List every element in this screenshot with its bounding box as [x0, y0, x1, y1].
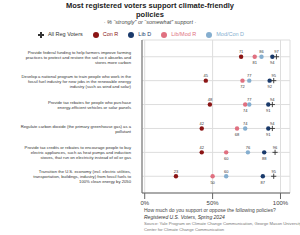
svg-text:23: 23	[174, 169, 179, 174]
html-text:Lib D: Lib D	[138, 31, 152, 37]
svg-text:Transition the U.S. economy (i: Transition the U.S. economy (incl. elect…	[33, 169, 131, 184]
svg-text:76: 76	[246, 145, 251, 150]
svg-text:77: 77	[247, 73, 252, 78]
svg-text:81: 81	[252, 60, 257, 65]
svg-text:87: 87	[261, 180, 266, 185]
svg-text:92: 92	[267, 84, 272, 89]
html-text:Mod/Con D: Mod/Con D	[216, 31, 245, 37]
svg-text:68: 68	[235, 132, 240, 137]
svg-text:0%: 0%	[140, 200, 149, 206]
svg-text:Regulate carbon dioxide (the p: Regulate carbon dioxide (the primary gre…	[21, 123, 132, 133]
html-text:Registered U.S. Voters, Spring: Registered U.S. Voters, Spring 2024	[144, 214, 225, 220]
svg-text:60: 60	[224, 169, 229, 174]
svg-text:88: 88	[262, 156, 267, 161]
svg-text:50%: 50%	[207, 200, 220, 206]
svg-text:Provide federal funding to hel: Provide federal funding to help farmers …	[26, 49, 132, 64]
html-text:How much do you support or opp: How much do you support or oppose the fo…	[144, 207, 276, 213]
html-text:Lib/Mod R: Lib/Mod R	[171, 31, 197, 37]
svg-text:94: 94	[270, 60, 275, 65]
html-text:Center for Climate Change Comm: Center for Climate Change Communication	[144, 227, 225, 232]
svg-text:50: 50	[210, 180, 215, 185]
svg-text:96: 96	[273, 145, 278, 150]
svg-text:94: 94	[270, 121, 275, 126]
svg-text:100%: 100%	[273, 200, 289, 206]
svg-text:94: 94	[270, 97, 275, 102]
svg-text:77: 77	[247, 97, 252, 102]
html-text:All Reg Voters: All Reg Voters	[47, 31, 83, 37]
svg-text:Develop a national program to: Develop a national program to train peop…	[22, 73, 132, 88]
svg-text:97: 97	[274, 49, 279, 54]
svg-text:74: 74	[243, 121, 248, 126]
svg-text:74: 74	[243, 108, 248, 113]
svg-text:45: 45	[204, 73, 209, 78]
svg-text:48: 48	[208, 97, 213, 102]
svg-text:95: 95	[271, 73, 276, 78]
svg-text:42: 42	[200, 121, 205, 126]
svg-text:Provide tax rebates for people: Provide tax rebates for people who purch…	[48, 100, 132, 110]
html-text:policies: policies	[136, 9, 164, 19]
html-text:Most registered voters support: Most registered voters support climate-f…	[66, 1, 234, 10]
svg-text:60: 60	[224, 156, 229, 161]
svg-text:Provide tax credits or rebates: Provide tax credits or rebates to encour…	[25, 145, 132, 160]
svg-text:95: 95	[271, 169, 276, 174]
svg-text:86: 86	[259, 49, 264, 54]
svg-text:91: 91	[266, 108, 271, 113]
svg-text:71: 71	[239, 49, 244, 54]
svg-text:72: 72	[240, 84, 245, 89]
svg-text:91: 91	[266, 132, 271, 137]
html-text:· % “strongly” or “somewhat” s: · % “strongly” or “somewhat” support ·	[103, 19, 197, 25]
html-text:Con R: Con R	[102, 31, 119, 37]
svg-text:42: 42	[200, 145, 205, 150]
